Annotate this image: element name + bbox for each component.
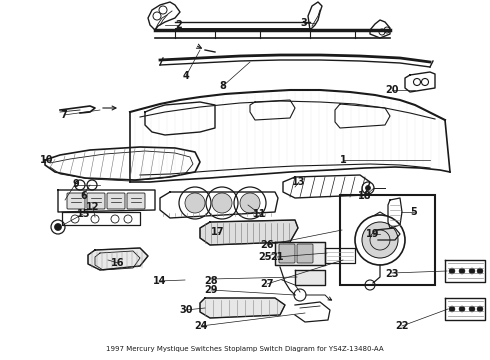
Text: 1997 Mercury Mystique Switches Stoplamp Switch Diagram for YS4Z-13480-AA: 1997 Mercury Mystique Switches Stoplamp … — [106, 346, 384, 352]
Text: 15: 15 — [76, 209, 90, 219]
Circle shape — [362, 222, 398, 258]
Text: 5: 5 — [411, 207, 417, 217]
Text: 10: 10 — [40, 155, 53, 165]
FancyBboxPatch shape — [127, 193, 145, 209]
Text: 1: 1 — [340, 155, 346, 165]
Text: 22: 22 — [395, 321, 409, 331]
Text: 26: 26 — [260, 240, 274, 250]
Text: 9: 9 — [73, 179, 79, 189]
Text: 20: 20 — [385, 85, 399, 95]
Text: 7: 7 — [60, 110, 67, 120]
Text: 2: 2 — [175, 20, 182, 30]
Circle shape — [459, 268, 465, 274]
Polygon shape — [200, 220, 298, 245]
Circle shape — [449, 306, 455, 312]
Polygon shape — [200, 298, 285, 318]
Text: 19: 19 — [366, 229, 379, 239]
Circle shape — [212, 193, 232, 213]
Text: 27: 27 — [260, 279, 274, 289]
Polygon shape — [88, 248, 148, 270]
Text: 14: 14 — [152, 276, 166, 286]
Text: 12: 12 — [86, 202, 100, 212]
Circle shape — [459, 306, 465, 312]
Polygon shape — [275, 242, 325, 265]
Polygon shape — [295, 270, 325, 285]
FancyBboxPatch shape — [107, 193, 125, 209]
FancyBboxPatch shape — [297, 244, 313, 263]
Text: 28: 28 — [204, 276, 218, 286]
Circle shape — [366, 185, 370, 190]
Text: 6: 6 — [80, 191, 87, 201]
Text: 17: 17 — [211, 227, 225, 237]
Circle shape — [54, 224, 62, 230]
Text: 3: 3 — [300, 18, 307, 28]
Text: 21: 21 — [270, 252, 284, 262]
Text: 23: 23 — [385, 269, 399, 279]
Circle shape — [469, 306, 475, 312]
Text: 30: 30 — [179, 305, 193, 315]
Circle shape — [469, 268, 475, 274]
Circle shape — [449, 268, 455, 274]
FancyBboxPatch shape — [340, 195, 435, 285]
FancyBboxPatch shape — [279, 244, 295, 263]
Circle shape — [477, 306, 483, 312]
FancyBboxPatch shape — [87, 193, 105, 209]
Text: 13: 13 — [292, 177, 306, 187]
Circle shape — [185, 193, 205, 213]
Text: 24: 24 — [194, 321, 208, 331]
Text: 16: 16 — [111, 258, 124, 268]
Circle shape — [477, 268, 483, 274]
FancyBboxPatch shape — [67, 193, 85, 209]
Text: 11: 11 — [253, 209, 267, 219]
Circle shape — [240, 193, 260, 213]
Text: 25: 25 — [258, 252, 271, 262]
Text: 4: 4 — [183, 71, 190, 81]
Text: 29: 29 — [204, 285, 218, 295]
Text: 18: 18 — [358, 191, 372, 201]
Text: 8: 8 — [220, 81, 226, 91]
